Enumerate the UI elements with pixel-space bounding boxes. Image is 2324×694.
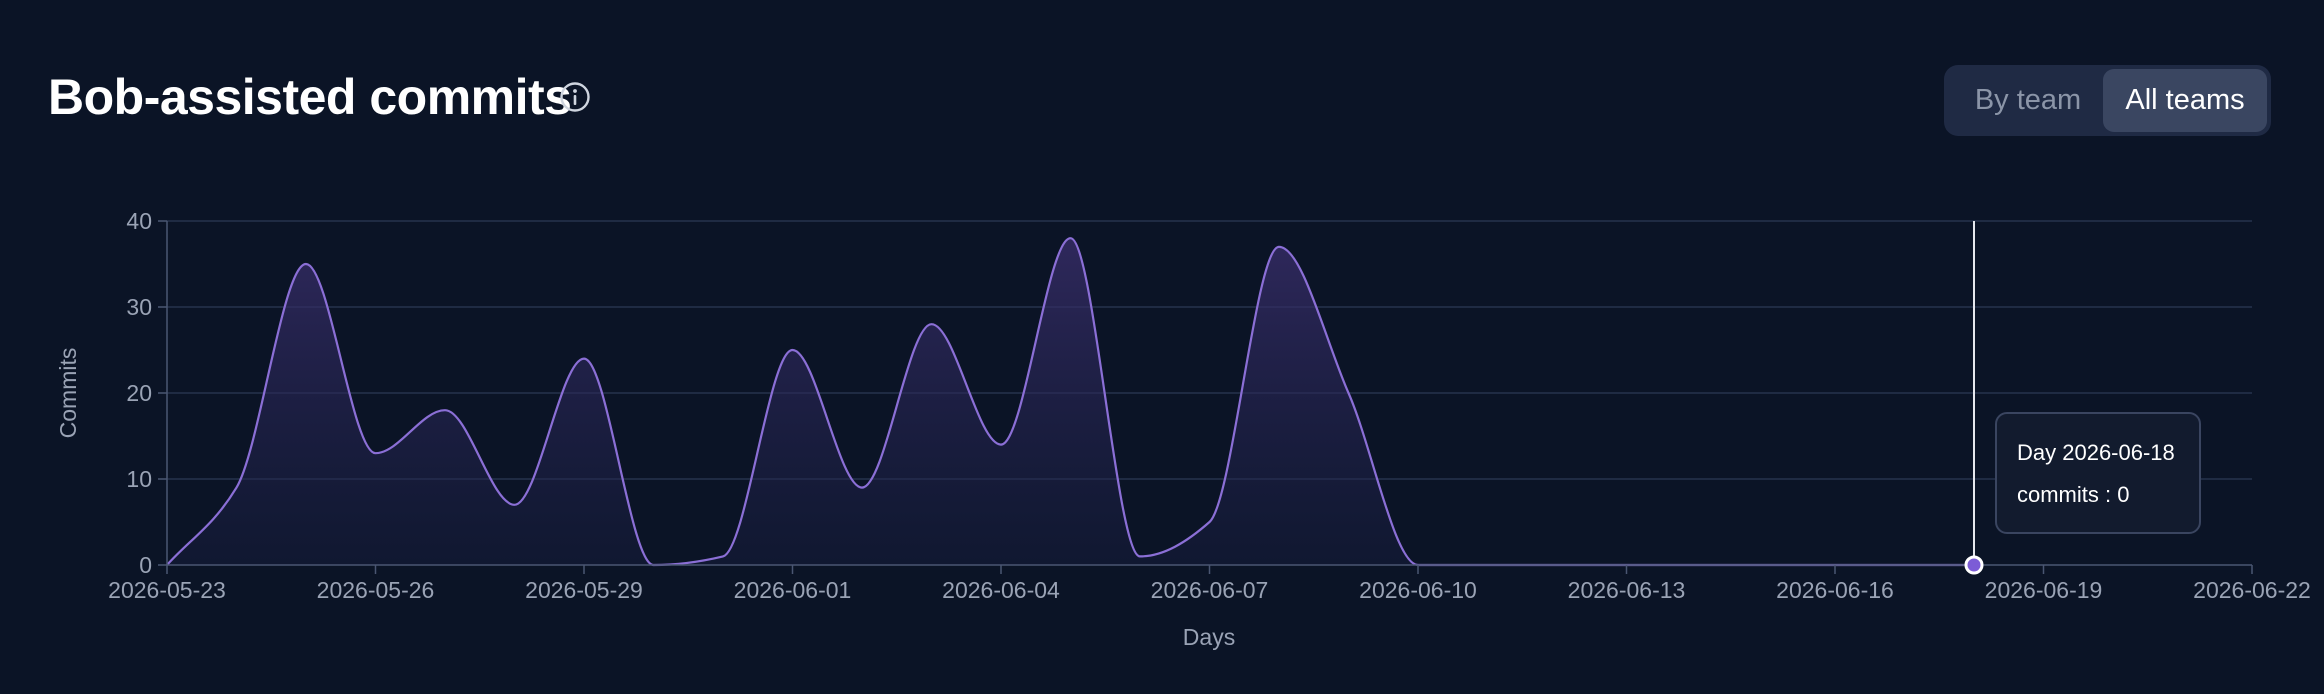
chart-title: Bob-assisted commits bbox=[48, 69, 572, 125]
data-point bbox=[859, 485, 865, 491]
x-tick-label: 2026-05-29 bbox=[525, 577, 643, 603]
y-tick-label: 30 bbox=[126, 294, 152, 320]
area-layer bbox=[166, 235, 1974, 567]
x-tick-label: 2026-05-26 bbox=[317, 577, 435, 603]
chart-tooltip: Day 2026-06-18 commits : 0 bbox=[1995, 412, 2201, 534]
by-team-button[interactable]: By team bbox=[1974, 84, 2082, 116]
data-point bbox=[790, 347, 796, 353]
axes bbox=[158, 220, 2253, 574]
data-point bbox=[373, 450, 379, 456]
data-point bbox=[442, 407, 448, 413]
data-point bbox=[512, 502, 518, 508]
team-toggle: By team All teams bbox=[1944, 65, 2271, 136]
data-point bbox=[303, 261, 309, 267]
y-tick-label: 40 bbox=[126, 208, 152, 234]
grid-lines bbox=[167, 220, 2252, 480]
tooltip-value: commits : 0 bbox=[2017, 482, 2130, 507]
data-point bbox=[720, 553, 726, 559]
data-point bbox=[1137, 553, 1143, 559]
x-tick-label: 2026-05-23 bbox=[108, 577, 226, 603]
data-point bbox=[234, 485, 240, 491]
tooltip-day: Day 2026-06-18 bbox=[2017, 440, 2175, 465]
y-tick-label: 0 bbox=[139, 552, 152, 578]
y-tick-label: 10 bbox=[126, 466, 152, 492]
info-icon[interactable] bbox=[558, 80, 592, 114]
x-axis-label: Days bbox=[1183, 624, 1235, 650]
y-axis-label: Commits bbox=[55, 348, 81, 439]
hover-cursor bbox=[1964, 221, 1984, 575]
highlight-point bbox=[1964, 555, 1984, 575]
tick-labels: 0 10 20 30 40 2026-05-23 2026-05-26 2026-05-29 2… bbox=[108, 208, 2311, 603]
y-tick-label: 20 bbox=[126, 380, 152, 406]
x-tick-label: 2026-06-07 bbox=[1151, 577, 1269, 603]
x-tick-label: 2026-06-13 bbox=[1568, 577, 1686, 603]
data-point bbox=[1346, 390, 1352, 396]
data-point bbox=[581, 356, 587, 362]
data-point bbox=[1068, 235, 1074, 241]
data-point bbox=[998, 442, 1004, 448]
x-tick-label: 2026-06-16 bbox=[1776, 577, 1894, 603]
all-teams-button[interactable]: All teams bbox=[2103, 69, 2267, 132]
x-tick-label: 2026-06-22 bbox=[2193, 577, 2311, 603]
series-area-fill bbox=[167, 238, 1974, 565]
x-tick-label: 2026-06-04 bbox=[942, 577, 1060, 603]
data-point bbox=[929, 321, 935, 327]
data-point bbox=[1276, 244, 1282, 250]
x-tick-label: 2026-06-19 bbox=[1985, 577, 2103, 603]
x-tick-label: 2026-06-10 bbox=[1359, 577, 1477, 603]
x-tick-label: 2026-06-01 bbox=[734, 577, 852, 603]
data-point bbox=[1207, 519, 1213, 525]
